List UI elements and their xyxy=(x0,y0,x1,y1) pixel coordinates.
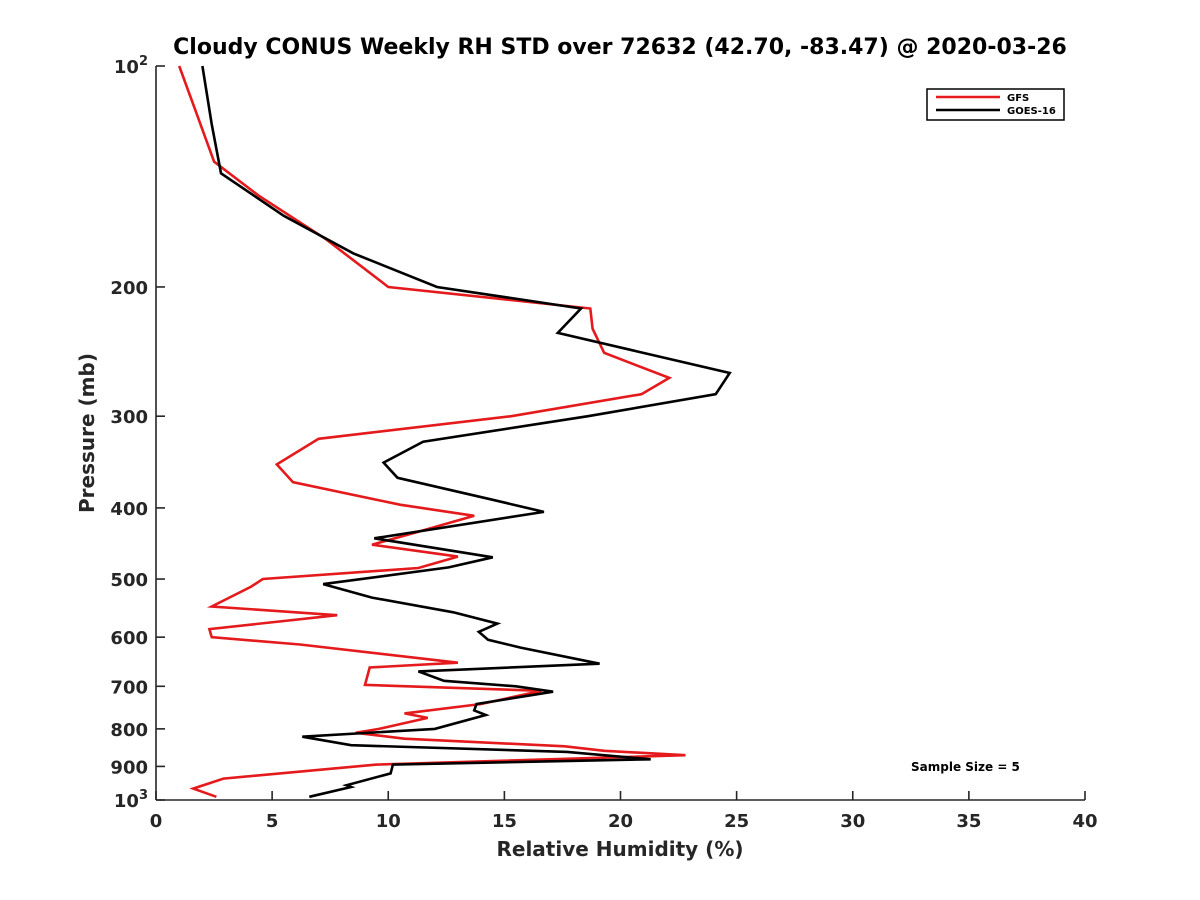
legend: GFS GOES-16 xyxy=(926,88,1065,121)
series-line-goes16 xyxy=(201,65,732,799)
x-tick-label: 25 xyxy=(724,811,749,832)
y-axis-label: Pressure (mb) xyxy=(75,353,99,513)
y-tick-label: 400 xyxy=(110,499,148,520)
x-tick-label: 30 xyxy=(840,811,865,832)
sample-size-annotation: Sample Size = 5 xyxy=(911,760,1020,774)
x-tick-label: 10 xyxy=(376,811,401,832)
y-tick-label: 600 xyxy=(110,628,148,649)
x-tick-label: 15 xyxy=(492,811,517,832)
x-tick-label: 40 xyxy=(1072,811,1097,832)
x-tick-label: 5 xyxy=(266,811,279,832)
x-tick-label: 35 xyxy=(956,811,981,832)
x-axis-label: Relative Humidity (%) xyxy=(496,837,743,861)
series-layer xyxy=(177,65,732,799)
y-tick-label: 700 xyxy=(110,677,148,698)
y-tick-label: 900 xyxy=(110,757,148,778)
legend-label-goes16: GOES-16 xyxy=(1007,106,1056,117)
legend-label-gfs: GFS xyxy=(1007,93,1029,104)
y-tick-label: 300 xyxy=(110,407,148,428)
y-tick-label: 103 xyxy=(114,788,148,812)
legend-box xyxy=(926,88,1065,121)
chart-title: Cloudy CONUS Weekly RH STD over 72632 (4… xyxy=(173,35,1067,60)
y-tick-label: 500 xyxy=(110,570,148,591)
x-tick-label: 0 xyxy=(150,811,163,832)
plot-area xyxy=(156,66,1085,800)
y-tick-label: 800 xyxy=(110,720,148,741)
y-tick-label: 102 xyxy=(114,54,148,78)
y-ticks: 102 200 300 400 500 600 700 800 900 103 xyxy=(110,54,165,812)
x-ticks: 0 5 10 15 20 25 30 35 40 xyxy=(150,791,1098,832)
series-line-gfs xyxy=(177,65,686,799)
x-tick-label: 20 xyxy=(608,811,633,832)
y-tick-label: 200 xyxy=(110,278,148,299)
